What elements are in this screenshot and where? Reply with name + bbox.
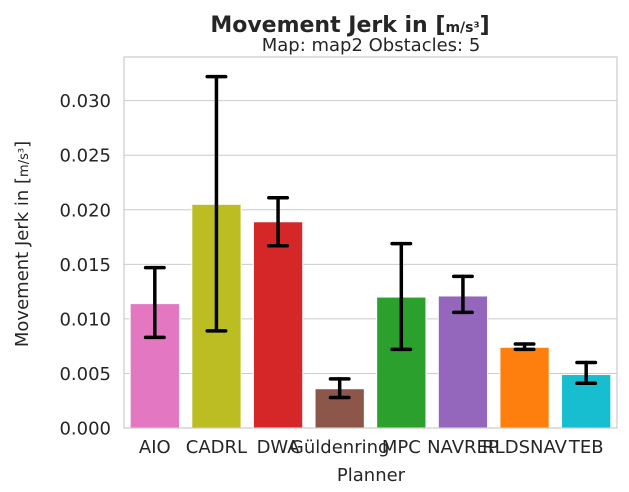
chart-title-unit: m/s³	[445, 20, 479, 36]
x-tick-label: CADRL	[186, 437, 247, 458]
bar	[437, 295, 489, 429]
y-axis-label: Movement Jerk in [m/s³]	[12, 141, 33, 347]
x-tick-label: Güldenring	[290, 437, 390, 458]
bar	[499, 346, 550, 429]
y-tick-label: 0.010	[59, 309, 111, 330]
y-tick-label: 0.020	[59, 200, 111, 221]
x-tick-label: MPC	[382, 437, 421, 458]
y-tick-labels: 0.000 0.005 0.010 0.015 0.020 0.025 0.030	[59, 91, 111, 439]
x-tick-label: DWA	[257, 437, 301, 458]
chart-title: Movement Jerk in [m/s³]	[210, 13, 489, 38]
y-tick-label: 0.030	[59, 91, 111, 112]
y-tick-label: 0.025	[59, 146, 111, 167]
y-axis-label-unit: m/s³	[17, 148, 32, 177]
y-axis-label-text: Movement Jerk in [	[12, 177, 33, 347]
chart-title-text: Movement Jerk in [	[210, 13, 445, 38]
error-bars	[143, 74, 598, 400]
y-tick-label: 0.005	[59, 364, 111, 385]
plot-frame	[123, 56, 618, 429]
x-tick-label: TEB	[568, 437, 604, 458]
bars	[129, 203, 612, 429]
y-tick-label: 0.015	[59, 255, 111, 276]
x-tick-label: NAVREP	[427, 437, 499, 458]
chart-title-close: ]	[480, 13, 490, 38]
bar	[252, 221, 304, 429]
x-axis-label: Planner	[337, 465, 406, 486]
y-tick-label: 0.000	[59, 419, 111, 440]
x-tick-label: RLDSNAV	[482, 437, 567, 458]
x-tick-label: AIO	[139, 437, 171, 458]
chart-subtitle: Map: map2 Obstacles: 5	[262, 35, 481, 56]
y-axis-label-close: ]	[12, 141, 33, 148]
